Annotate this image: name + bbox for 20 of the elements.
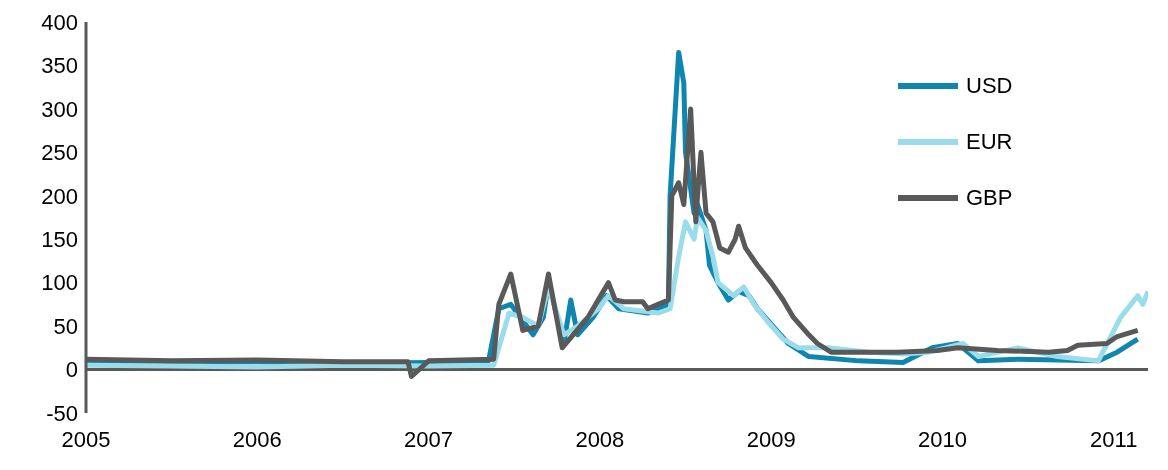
- legend-label: GBP: [966, 185, 1013, 211]
- x-tick-label: 2011: [1090, 426, 1138, 452]
- legend-label: EUR: [966, 129, 1013, 155]
- x-tick-label: 2009: [746, 426, 796, 452]
- legend-label: USD: [966, 73, 1013, 99]
- y-tick-label: 350: [41, 53, 78, 79]
- y-tick-label: -50: [46, 400, 78, 426]
- y-tick-label: 400: [41, 9, 78, 35]
- y-tick-label: 200: [41, 183, 78, 209]
- y-tick-label: 250: [41, 140, 78, 166]
- y-tick-label: 50: [53, 313, 78, 339]
- y-tick-label: 100: [41, 270, 78, 296]
- x-tick-label: 2010: [917, 426, 967, 452]
- y-tick-label: 300: [41, 96, 78, 122]
- x-tick-label: 2006: [232, 426, 282, 452]
- x-tick-label: 2007: [404, 426, 454, 452]
- x-tick-label: 2005: [61, 426, 111, 452]
- x-tick-label: 2008: [575, 426, 625, 452]
- y-tick-label: 0: [65, 357, 78, 383]
- y-tick-label: 150: [41, 227, 78, 253]
